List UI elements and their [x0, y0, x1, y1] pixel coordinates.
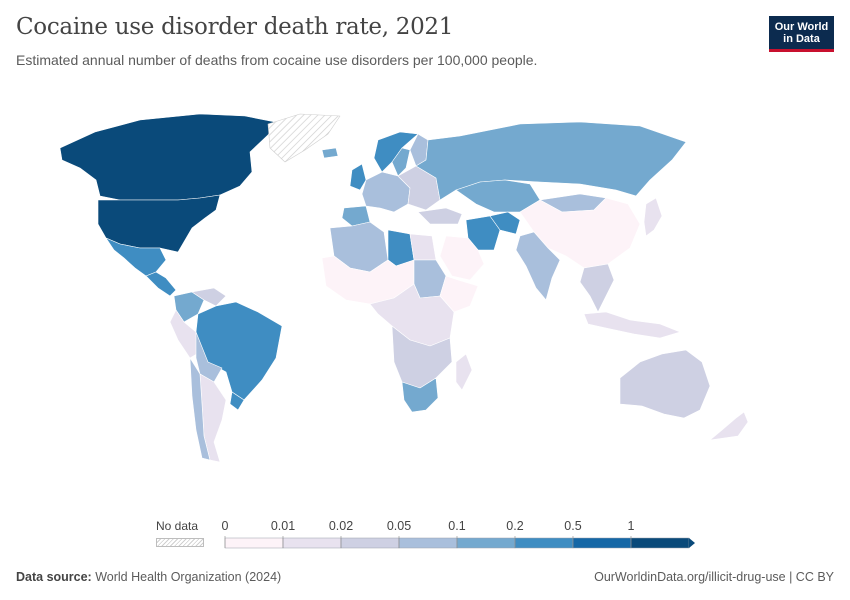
legend-bin-7[interactable]: [630, 537, 690, 549]
world-map: [59, 113, 749, 463]
region-central-africa[interactable]: [369, 283, 455, 347]
region-southeast-asia[interactable]: [579, 263, 615, 313]
region-south-africa[interactable]: [401, 377, 439, 413]
legend-bin-3[interactable]: [398, 537, 458, 549]
legend-bin-4[interactable]: [456, 537, 516, 549]
legend-tick-label: 0: [222, 519, 229, 533]
legend-no-data-label: No data: [156, 519, 199, 533]
region-china[interactable]: [519, 197, 641, 269]
region-chile[interactable]: [189, 357, 211, 461]
page-subtitle: Estimated annual number of deaths from c…: [16, 52, 538, 68]
legend-bin-2[interactable]: [340, 537, 400, 549]
region-western-europe[interactable]: [361, 171, 411, 213]
region-turkey[interactable]: [417, 207, 463, 225]
legend-tick-label: 0.1: [448, 519, 465, 533]
region-central-america[interactable]: [145, 271, 177, 297]
region-madagascar[interactable]: [455, 353, 473, 391]
legend-tick-label: 0.2: [506, 519, 523, 533]
region-southeast-africa[interactable]: [391, 325, 453, 389]
region-indonesia[interactable]: [583, 311, 681, 339]
legend-tick-label: 0.05: [387, 519, 411, 533]
page-title: Cocaine use disorder death rate, 2021: [16, 14, 454, 40]
source-url[interactable]: OurWorldinData.org/illicit-drug-use | CC…: [594, 570, 834, 584]
data-source: Data source: World Health Organization (…: [16, 570, 281, 584]
region-saudi-arabia[interactable]: [439, 235, 485, 281]
data-source-text: World Health Organization (2024): [95, 570, 282, 584]
region-japan[interactable]: [643, 197, 663, 237]
logo-line-2: in Data: [783, 32, 820, 45]
owid-logo[interactable]: Our World in Data: [769, 16, 834, 52]
region-india[interactable]: [515, 231, 561, 301]
legend-bin-1[interactable]: [282, 537, 342, 549]
region-peru[interactable]: [169, 309, 201, 359]
region-venezuela[interactable]: [191, 287, 227, 307]
legend-bin-6[interactable]: [572, 537, 632, 549]
legend-tick-label: 1: [628, 519, 635, 533]
region-sweden[interactable]: [391, 147, 411, 177]
data-source-label: Data source:: [16, 570, 92, 584]
region-new-zealand[interactable]: [709, 411, 749, 441]
legend-color-scale: 0 0.01 0.02 0.05 0.1 0.2 0.5 1: [222, 519, 695, 549]
legend-tick-label: 0.02: [329, 519, 353, 533]
region-iceland[interactable]: [321, 147, 339, 159]
legend-arrow-icon: [689, 538, 695, 548]
region-russia[interactable]: [415, 121, 687, 201]
region-australia[interactable]: [619, 349, 711, 419]
region-united-kingdom[interactable]: [349, 163, 367, 191]
region-afghanistan[interactable]: [489, 211, 521, 235]
logo-line-1: Our World: [774, 20, 829, 33]
legend-bin-0[interactable]: [224, 537, 284, 549]
region-uruguay[interactable]: [229, 391, 245, 411]
region-canada[interactable]: [59, 113, 276, 201]
legend-tick-label: 0.5: [564, 519, 581, 533]
legend-no-data-swatch[interactable]: [156, 538, 204, 547]
legend-tick-label: 0.01: [271, 519, 295, 533]
region-greenland[interactable]: [267, 113, 341, 163]
region-egypt[interactable]: [409, 233, 437, 261]
legend-bin-5[interactable]: [514, 537, 574, 549]
